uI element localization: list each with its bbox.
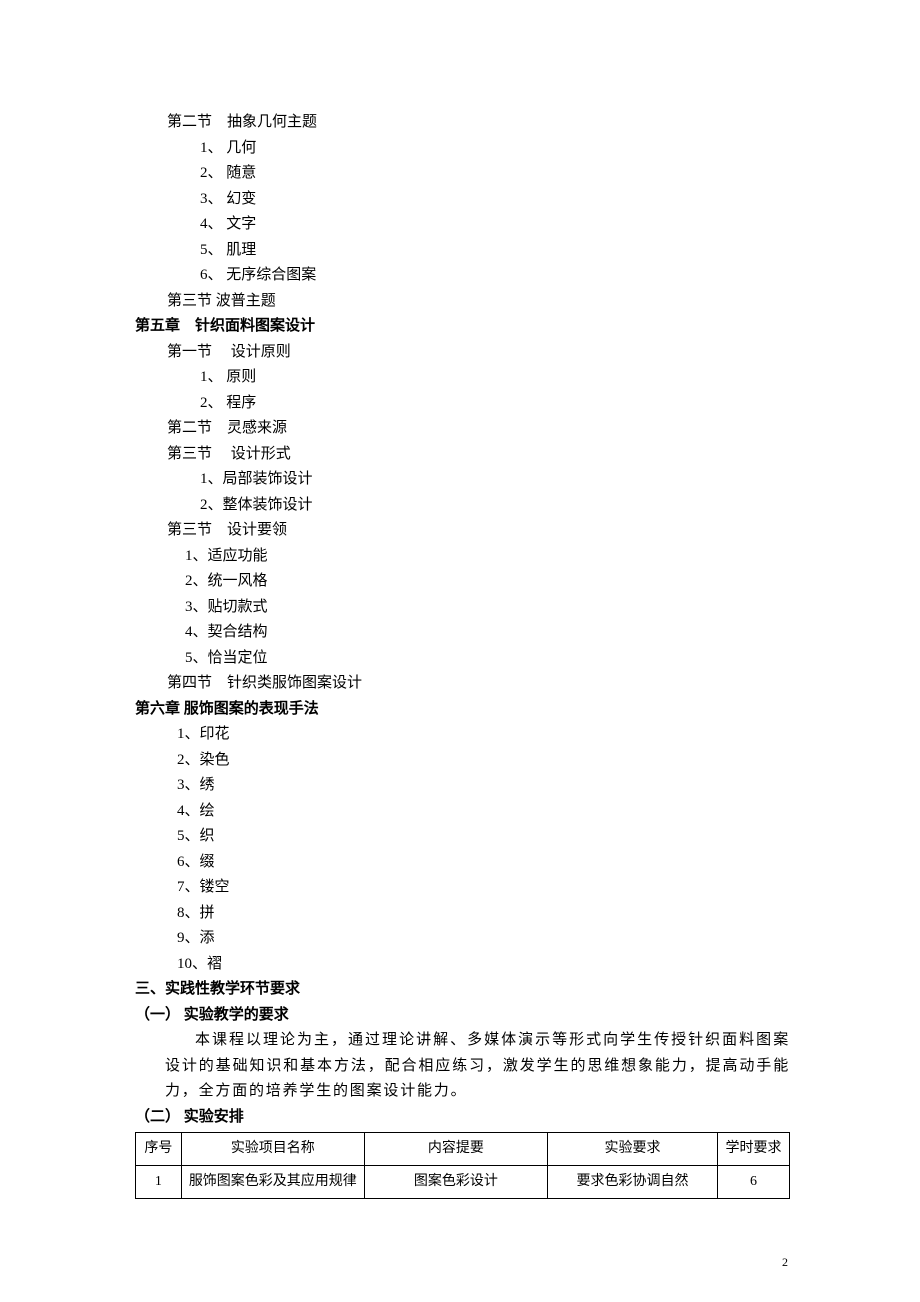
ch5-section-3b-title: 第三节 设计要领	[167, 518, 790, 544]
table-cell: 1	[136, 1165, 182, 1198]
ch5-s3-item: 1、局部装饰设计	[200, 467, 790, 493]
ch5-s3b-item: 1、适应功能	[185, 544, 790, 570]
table-row: 1 服饰图案色彩及其应用规律 图案色彩设计 要求色彩协调自然 6	[136, 1165, 790, 1198]
table-header-row: 序号 实验项目名称 内容提要 实验要求 学时要求	[136, 1133, 790, 1166]
sub-2-title: （二） 实验安排	[135, 1105, 790, 1131]
ch6-item: 6、缀	[177, 850, 790, 876]
section-2-item: 2、 随意	[200, 161, 790, 187]
section-2-title: 第二节 抽象几何主题	[167, 110, 790, 136]
ch5-section-4-title: 第四节 针织类服饰图案设计	[167, 671, 790, 697]
chapter-5-title: 第五章 针织面料图案设计	[135, 314, 790, 340]
ch5-s1-item: 1、 原则	[200, 365, 790, 391]
col-header: 内容提要	[364, 1133, 547, 1166]
chapter-6-title: 第六章 服饰图案的表现手法	[135, 697, 790, 723]
ch5-s3-item: 2、整体装饰设计	[200, 493, 790, 519]
section-2-item: 1、 几何	[200, 136, 790, 162]
col-header: 序号	[136, 1133, 182, 1166]
ch5-section-3-title: 第三节 设计形式	[167, 442, 790, 468]
page-number: 2	[782, 1252, 788, 1272]
ch6-item: 5、织	[177, 824, 790, 850]
col-header: 实验项目名称	[181, 1133, 364, 1166]
section-2-item: 5、 肌理	[200, 238, 790, 264]
section-3-title: 第三节 波普主题	[167, 289, 790, 315]
section-2-item: 6、 无序综合图案	[200, 263, 790, 289]
table-cell: 6	[718, 1165, 790, 1198]
ch6-item: 9、添	[177, 926, 790, 952]
col-header: 实验要求	[547, 1133, 717, 1166]
ch5-section-1-title: 第一节 设计原则	[167, 340, 790, 366]
ch6-item: 10、褶	[177, 952, 790, 978]
ch5-s3b-item: 2、统一风格	[185, 569, 790, 595]
ch6-item: 7、镂空	[177, 875, 790, 901]
table-cell: 服饰图案色彩及其应用规律	[181, 1165, 364, 1198]
table-cell: 要求色彩协调自然	[547, 1165, 717, 1198]
ch5-s3b-item: 5、恰当定位	[185, 646, 790, 672]
experiment-table: 序号 实验项目名称 内容提要 实验要求 学时要求 1 服饰图案色彩及其应用规律 …	[135, 1132, 790, 1199]
part-3-title: 三、实践性教学环节要求	[135, 977, 790, 1003]
paragraph-text: 本课程以理论为主，通过理论讲解、多媒体演示等形式向学生传授针织面料图案设计的基础…	[165, 1028, 790, 1105]
section-2-item: 4、 文字	[200, 212, 790, 238]
ch6-item: 8、拼	[177, 901, 790, 927]
ch6-item: 3、绣	[177, 773, 790, 799]
sub-1-title: （一） 实验教学的要求	[135, 1003, 790, 1029]
ch6-item: 4、绘	[177, 799, 790, 825]
ch6-item: 1、印花	[177, 722, 790, 748]
section-2-item: 3、 幻变	[200, 187, 790, 213]
table-cell: 图案色彩设计	[364, 1165, 547, 1198]
col-header: 学时要求	[718, 1133, 790, 1166]
ch5-s3b-item: 3、贴切款式	[185, 595, 790, 621]
ch5-section-2-title: 第二节 灵感来源	[167, 416, 790, 442]
ch5-s1-item: 2、 程序	[200, 391, 790, 417]
ch6-item: 2、染色	[177, 748, 790, 774]
ch5-s3b-item: 4、契合结构	[185, 620, 790, 646]
